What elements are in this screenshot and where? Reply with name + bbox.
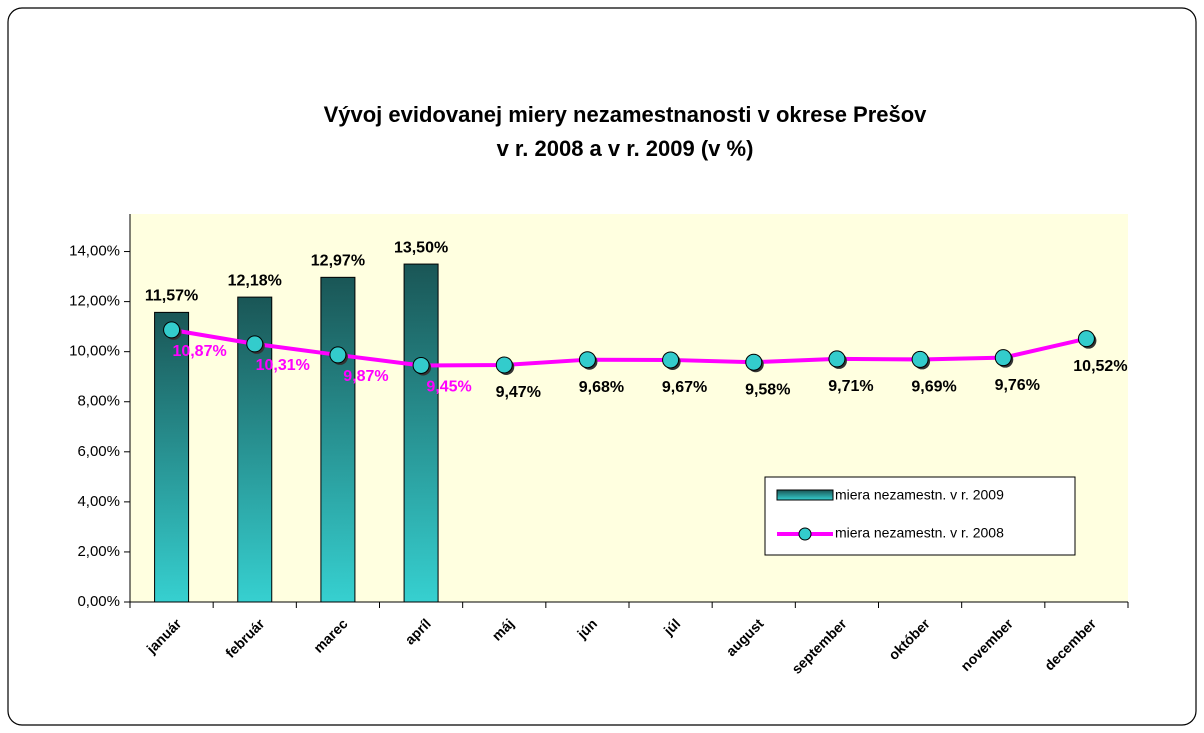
bar-value-label: 12,18% — [228, 272, 282, 289]
y-tick-label: 10,00% — [69, 343, 120, 360]
marker — [994, 349, 1012, 367]
line-value-label: 9,47% — [496, 384, 541, 401]
marker — [246, 335, 264, 353]
marker — [329, 346, 347, 364]
marker — [828, 350, 846, 368]
chart-title: v r. 2008 a v r. 2009 (v %) — [497, 136, 754, 161]
line-value-label: 10,52% — [1073, 358, 1127, 375]
marker — [495, 356, 513, 374]
chart-title: Vývoj evidovanej miery nezamestnanosti v… — [324, 102, 928, 127]
marker — [163, 321, 181, 339]
y-tick-label: 8,00% — [77, 393, 120, 410]
line-value-label: 9,76% — [995, 377, 1040, 394]
marker — [578, 351, 596, 369]
marker — [745, 353, 763, 371]
bar-value-label: 11,57% — [145, 288, 198, 305]
legend-marker — [798, 527, 812, 541]
legend-label: miera nezamestn. v r. 2009 — [835, 487, 1004, 503]
line-value-label: 9,58% — [745, 381, 790, 398]
line-value-label: 9,69% — [911, 379, 956, 396]
bar — [154, 311, 190, 603]
line-value-label: 9,67% — [662, 379, 707, 396]
bar — [403, 263, 439, 603]
y-tick-label: 6,00% — [77, 443, 120, 460]
marker — [1077, 330, 1095, 348]
line-value-label: 10,31% — [256, 357, 310, 374]
marker — [911, 350, 929, 368]
y-tick-label: 2,00% — [77, 543, 120, 560]
bar — [320, 276, 356, 603]
line-value-label: 9,68% — [579, 379, 624, 396]
line — [171, 327, 1087, 368]
line-value-label: 9,87% — [343, 368, 388, 385]
line-value-label: 9,71% — [828, 378, 873, 395]
y-tick-label: 12,00% — [69, 293, 120, 310]
line-value-label: 10,87% — [172, 343, 226, 360]
y-tick-label: 14,00% — [69, 243, 120, 260]
y-tick-label: 0,00% — [77, 593, 120, 610]
bar-value-label: 13,50% — [394, 239, 448, 256]
marker — [412, 356, 430, 374]
bar-value-label: 12,97% — [311, 253, 365, 270]
y-tick-label: 4,00% — [77, 493, 120, 510]
legend-swatch — [776, 489, 834, 501]
line-value-label: 9,45% — [426, 379, 471, 396]
legend-label: miera nezamestn. v r. 2008 — [835, 525, 1004, 541]
marker — [662, 351, 680, 369]
